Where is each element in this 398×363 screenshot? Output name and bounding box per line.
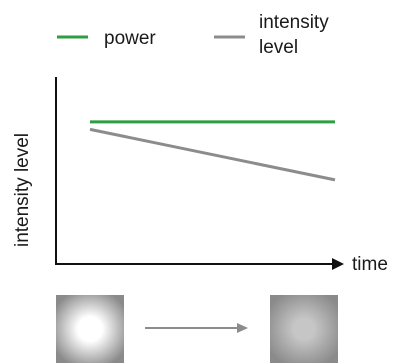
legend-item-intensity-level: intensity level — [214, 12, 329, 58]
legend-item-power: power — [57, 28, 156, 49]
dim-spot-image — [270, 295, 338, 363]
series-line-intensity-level — [89, 127, 336, 182]
plot-area — [89, 120, 336, 182]
legend-label-intensity-level-line1: intensity — [259, 12, 329, 33]
legend-label-intensity-level-line2: level — [259, 37, 298, 58]
transition-arrow-head — [237, 323, 248, 333]
legend-label-power: power — [104, 28, 156, 49]
x-axis-arrowhead — [332, 258, 344, 270]
spot-illustration — [56, 295, 338, 363]
legend: power intensity level — [57, 12, 329, 58]
x-axis-label: time — [352, 254, 388, 275]
bright-spot-image — [56, 295, 124, 363]
y-axis-label: intensity level — [12, 133, 33, 247]
axes: time intensity level — [12, 77, 388, 275]
